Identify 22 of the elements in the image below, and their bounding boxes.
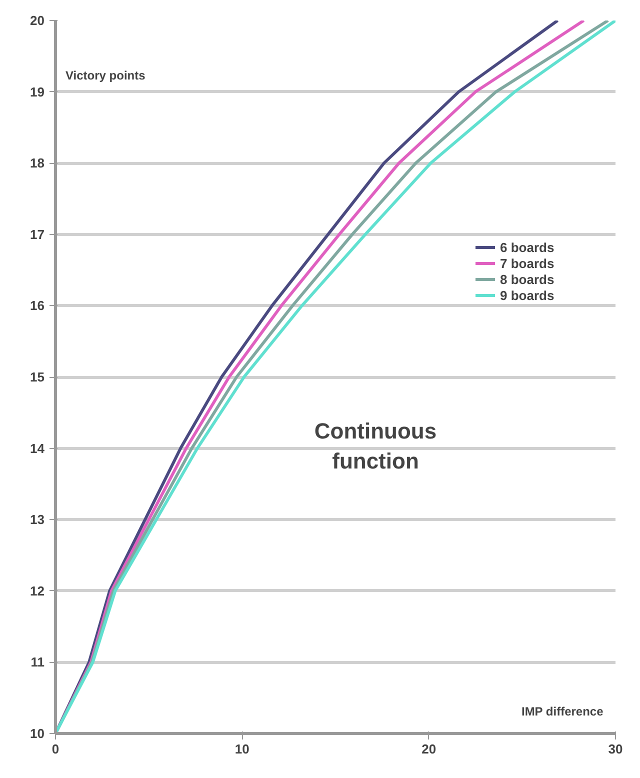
x-tick-label: 10 [234, 742, 250, 756]
x-axis-title: IMP difference [521, 704, 604, 718]
y-tick-label: 16 [30, 298, 45, 314]
annotation: Continuous function [314, 418, 437, 474]
y-tick-label: 18 [30, 156, 45, 171]
y-axis-title: Victory points [66, 68, 146, 82]
y-tick-label: 13 [30, 512, 45, 528]
y-tick-label: 12 [30, 583, 45, 598]
y-tick-label: 15 [30, 370, 45, 384]
y-tick-label: 10 [30, 726, 45, 741]
legend-label: 7 boards [500, 255, 554, 271]
y-tick-label: 20 [30, 13, 45, 28]
x-tick-label: 0 [52, 742, 60, 756]
legend-label: 6 boards [500, 239, 554, 255]
legend-label: 8 boards [500, 271, 554, 287]
x-tick-label: 30 [608, 742, 623, 756]
y-tick-label: 19 [30, 84, 45, 100]
legend-label: 9 boards [500, 287, 554, 303]
y-tick-label: 17 [30, 226, 45, 242]
y-tick-label: 11 [30, 654, 45, 670]
y-tick-label: 14 [30, 440, 46, 456]
x-tick-label: 20 [422, 742, 436, 756]
